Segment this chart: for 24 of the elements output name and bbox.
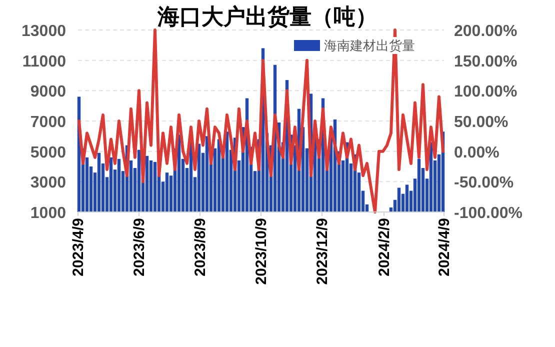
y2-tick-label: 50.00% (454, 114, 508, 131)
y-tick-label: 13000 (22, 23, 66, 40)
line-series (78, 28, 444, 214)
y-tick-label: 3000 (30, 174, 66, 192)
x-tick-label: 2023/10/9 (253, 218, 270, 285)
y2-tick-label: -100.00% (454, 205, 522, 222)
y-tick-label: 9000 (30, 84, 66, 101)
y-tick-label: 1000 (30, 205, 66, 222)
y-tick-label: 11000 (22, 53, 66, 70)
y-tick-label: 7000 (30, 114, 66, 131)
y2-tick-label: -50.00% (454, 174, 514, 192)
legend-label: 海南建材出货量 (324, 39, 415, 54)
chart-title: 海口大户出货量（吨） (156, 4, 378, 30)
y2-tick-label: 200.00% (454, 23, 518, 40)
y2-tick-label: 150.00% (454, 53, 518, 70)
x-tick-label: 2023/12/9 (314, 218, 331, 285)
x-tick-label: 2023/8/9 (192, 218, 209, 276)
x-tick-label: 2023/4/9 (70, 218, 87, 276)
y-tick-label: 5000 (30, 144, 66, 162)
y2-tick-label: 0.00% (454, 144, 500, 162)
x-tick-label: 2024/2/9 (376, 218, 393, 276)
y2-tick-label: 100.00% (454, 84, 518, 101)
x-tick-label: 2024/4/9 (436, 218, 453, 276)
x-tick-label: 2023/6/9 (131, 218, 148, 276)
